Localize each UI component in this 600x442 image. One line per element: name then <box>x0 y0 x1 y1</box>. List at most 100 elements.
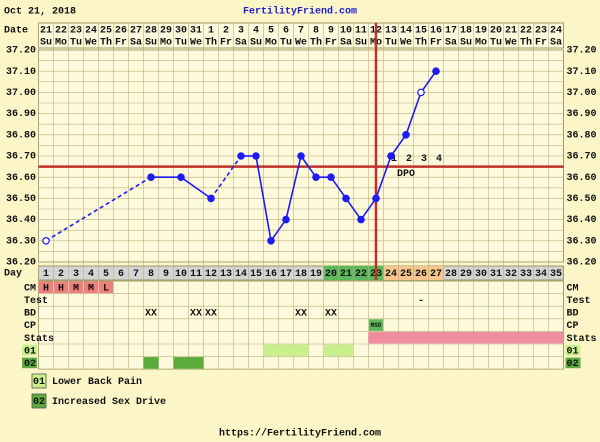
cycle-day: 8 <box>148 269 154 280</box>
row-label: 01 <box>24 346 36 357</box>
row-label-right: Test <box>567 296 591 307</box>
row-cell-text: H <box>58 283 64 294</box>
row-cell-text: XX <box>295 309 307 320</box>
temperature-point <box>252 152 260 160</box>
date-label: 11 <box>355 26 367 37</box>
y-tick-label: 36.70 <box>6 152 36 163</box>
legend-text: Increased Sex Drive <box>52 396 166 408</box>
date-label: 28 <box>145 26 157 37</box>
cycle-day: 6 <box>118 269 124 280</box>
temperature-segment <box>300 155 317 178</box>
row-cell-fill <box>99 281 113 294</box>
weekday-label: Su <box>355 38 367 49</box>
stats-band <box>368 331 564 344</box>
weekday-label: Su <box>250 38 262 49</box>
weekday-label: Th <box>310 37 322 49</box>
y-tick-label-right: 36.70 <box>567 152 597 163</box>
date-label: 22 <box>55 26 67 37</box>
y-tick-label-right: 36.90 <box>567 109 597 120</box>
temperature-point <box>267 237 275 245</box>
y-tick-label-right: 36.50 <box>567 194 597 205</box>
weekday-label: We <box>190 38 202 49</box>
cycle-day: 9 <box>163 269 169 280</box>
date-label: 3 <box>238 26 244 37</box>
y-tick-label: 36.20 <box>6 258 36 269</box>
weekday-label: Fr <box>535 38 547 49</box>
symptom-cell <box>338 344 354 357</box>
dpo-label: DPO <box>397 169 415 180</box>
y-tick-label: 37.10 <box>6 67 36 78</box>
row-label-box-right <box>565 357 581 369</box>
y-tick-label-right: 37.20 <box>567 46 597 57</box>
date-label: 7 <box>298 26 304 37</box>
weekday-label: Tu <box>490 38 502 49</box>
cycle-day: 24 <box>385 269 397 280</box>
date-label: 13 <box>385 26 397 37</box>
weekday-label: Th <box>520 37 532 49</box>
date-label: Date <box>4 26 28 37</box>
row-label: 02 <box>24 359 36 370</box>
row-label-right: CM <box>567 283 579 294</box>
y-tick-label-right: 36.20 <box>567 258 597 269</box>
temperature-point <box>297 152 305 160</box>
weekday-label: Fr <box>220 38 232 49</box>
legend-box <box>31 373 47 389</box>
y-tick-label-right: 36.40 <box>567 215 597 226</box>
legend-text: Lower Back Pain <box>52 376 142 388</box>
y-tick-label: 36.90 <box>6 109 36 120</box>
date-label: 23 <box>535 26 547 37</box>
date-label: 18 <box>460 26 472 37</box>
row-label-right: 02 <box>567 359 579 370</box>
weekday-label: Th <box>100 37 112 49</box>
row-label-right: CP <box>567 321 579 332</box>
date-label: 5 <box>268 26 274 37</box>
cycle-day: 28 <box>445 269 457 280</box>
weekday-label: Mo <box>160 38 172 49</box>
cycle-day: 3 <box>73 269 79 280</box>
date-label: 22 <box>520 26 532 37</box>
temperature-segment <box>210 155 242 199</box>
date-label: 26 <box>115 26 127 37</box>
y-tick-label-right: 36.80 <box>567 130 597 141</box>
row-cell-text: M <box>73 283 79 294</box>
symptom-cell <box>293 344 309 357</box>
row-cell-fill <box>54 281 68 294</box>
temperature-point <box>342 194 350 203</box>
weekday-label: We <box>400 38 412 49</box>
temperature-point <box>372 194 380 203</box>
row-label-box <box>22 345 37 356</box>
y-tick-label: 37.20 <box>6 46 36 57</box>
weekday-label: Sa <box>130 38 142 49</box>
date-label: 20 <box>490 26 502 37</box>
y-tick-label-right: 36.60 <box>567 173 597 184</box>
chart-date: Oct 21, 2018 <box>4 7 76 18</box>
weekday-label: Th <box>205 37 217 49</box>
date-label: 10 <box>340 26 352 37</box>
date-label: 31 <box>190 26 202 37</box>
y-tick-label: 36.50 <box>6 194 36 205</box>
row-cell-fill <box>69 281 83 294</box>
date-label: 1 <box>208 26 214 37</box>
date-label: 16 <box>430 26 442 37</box>
temperature-segment <box>420 70 437 93</box>
weekday-label: Fr <box>115 38 127 49</box>
cycle-day: 12 <box>205 269 217 280</box>
symptom-cell <box>263 344 279 357</box>
cycle-day: 1 <box>43 269 49 280</box>
cycle-day: 10 <box>175 269 187 280</box>
cycle-day: 26 <box>415 269 427 280</box>
dpo-number: 1 <box>391 154 397 165</box>
temperature-segment <box>360 197 377 221</box>
date-label: 2 <box>223 26 229 37</box>
row-label: BD <box>24 309 36 320</box>
symptom-cell <box>188 357 204 369</box>
cycle-day: 4 <box>88 269 94 280</box>
dpo-number: 3 <box>421 154 427 165</box>
row-cell-text: XX <box>145 309 157 320</box>
weekday-label: Tu <box>385 38 397 49</box>
row-cell-text: - <box>418 296 424 307</box>
temperature-point <box>147 173 155 182</box>
legend-code: 01 <box>33 377 45 388</box>
weekday-label: Fr <box>430 38 442 49</box>
